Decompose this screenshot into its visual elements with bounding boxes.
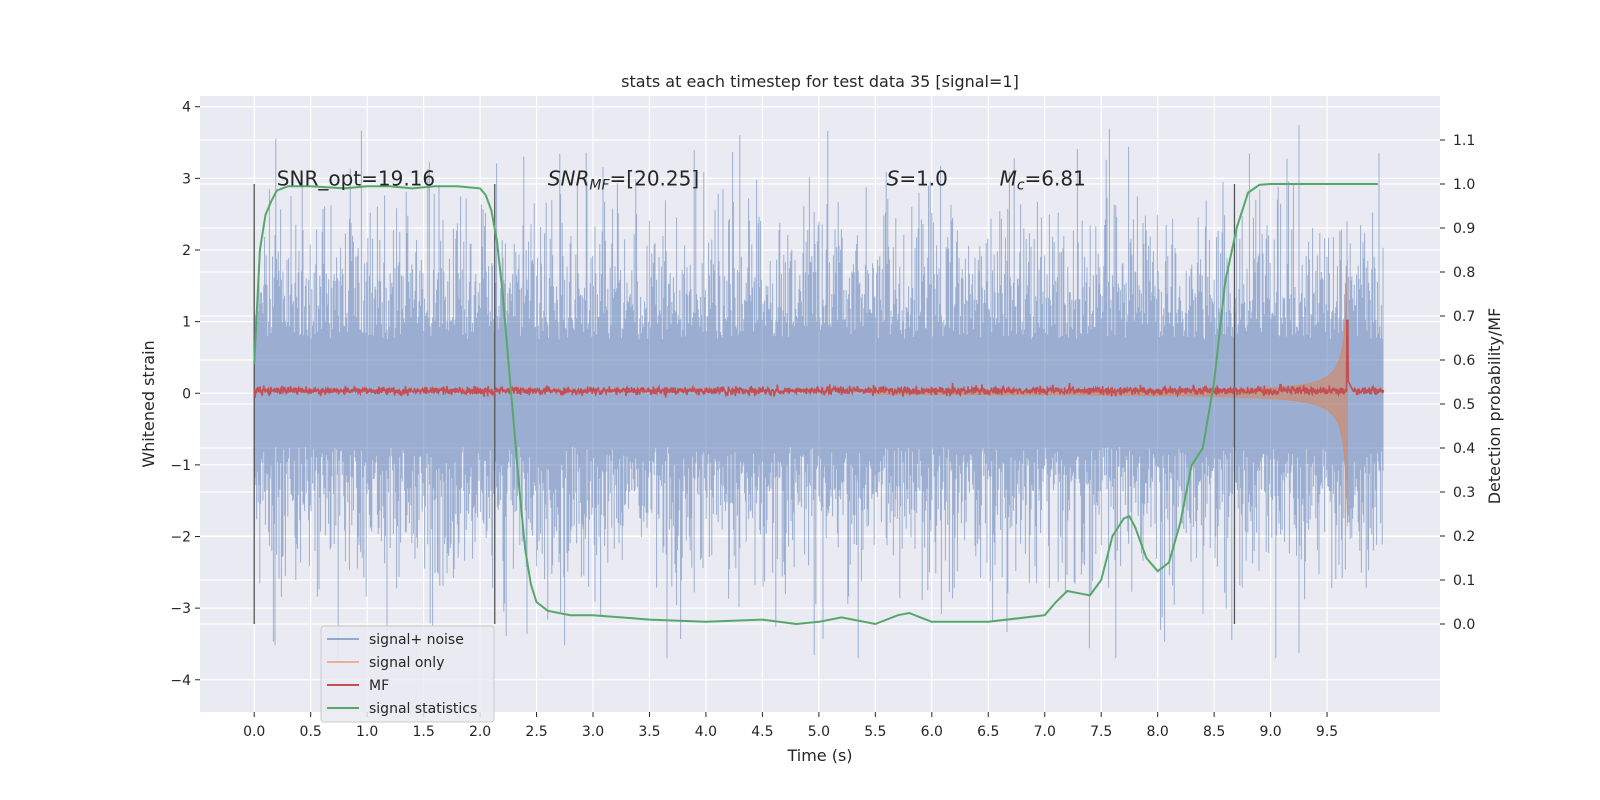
annotation-0: SNR_opt=19.16 — [277, 166, 435, 190]
ticks: 0.0 0.5 1.0 1.5 2.0 2.5 3.0 3.5 4.0 4.5 5.0 5.5 6.0 6… — [170, 100, 1475, 740]
y-left-tick-label-3: −1 — [170, 458, 191, 474]
x-axis-label: Time (s) — [786, 746, 852, 765]
legend: signal+ noise signal only MF signal stat… — [320, 625, 495, 723]
x-tick-label-19: 9.5 — [1316, 724, 1338, 740]
y-right-tick-label-5: 0.5 — [1453, 397, 1475, 413]
y-right-tick-label-7: 0.7 — [1453, 309, 1475, 325]
x-tick-label-5: 2.5 — [525, 724, 547, 740]
y-right-tick-label-3: 0.3 — [1453, 485, 1475, 501]
x-tick-label-9: 4.5 — [751, 724, 773, 740]
x-tick-label-2: 1.0 — [356, 724, 378, 740]
legend-label-mf: MF — [369, 678, 389, 694]
x-tick-label-7: 3.5 — [638, 724, 660, 740]
legend-label-signal-noise: signal+ noise — [369, 632, 464, 648]
x-tick-label-12: 6.0 — [921, 724, 943, 740]
annotation-1: SNRMF=[20.25] — [548, 166, 699, 193]
x-tick-label-0: 0.0 — [243, 724, 265, 740]
y-right-tick-label-11: 1.1 — [1453, 133, 1475, 149]
y-right-tick-label-4: 0.4 — [1453, 441, 1475, 457]
legend-label-signal-statistics: signal statistics — [369, 701, 477, 717]
x-tick-label-3: 1.5 — [412, 724, 434, 740]
x-tick-label-13: 6.5 — [977, 724, 999, 740]
x-tick-label-4: 2.0 — [469, 724, 491, 740]
signal-statistics-trace — [253, 183, 1378, 626]
x-tick-label-18: 9.0 — [1259, 724, 1281, 740]
x-tick-label-15: 7.5 — [1090, 724, 1112, 740]
y-left-tick-label-2: −2 — [170, 530, 191, 546]
series-signal-statistics — [253, 183, 1378, 626]
y-left-tick-label-7: 3 — [182, 171, 191, 187]
chart-title: stats at each timestep for test data 35 … — [621, 72, 1019, 91]
annotation-3: Mc=6.81 — [1000, 166, 1086, 193]
y-right-tick-label-1: 0.1 — [1453, 573, 1475, 589]
x-tick-label-1: 0.5 — [300, 724, 322, 740]
y-right-tick-label-2: 0.2 — [1453, 529, 1475, 545]
x-tick-label-10: 5.0 — [808, 724, 830, 740]
x-tick-label-6: 3.0 — [582, 724, 604, 740]
vertical-markers — [253, 184, 1236, 624]
y-left-tick-label-5: 1 — [182, 315, 191, 331]
x-tick-label-8: 4.0 — [695, 724, 717, 740]
x-tick-label-11: 5.5 — [864, 724, 886, 740]
y-right-tick-label-9: 0.9 — [1453, 221, 1475, 237]
y-axis-label-left: Whitened strain — [139, 340, 158, 467]
annotation-2: S=1.0 — [887, 166, 948, 190]
series-mf — [253, 319, 1385, 398]
y-left-tick-label-1: −3 — [170, 601, 191, 617]
legend-label-signal-only: signal only — [369, 655, 444, 671]
mf-trace — [253, 319, 1385, 398]
y-axis-label-right: Detection probability/MF — [1485, 308, 1504, 505]
y-left-tick-label-0: −4 — [170, 673, 191, 689]
legend-box — [320, 625, 495, 723]
y-right-tick-label-0: 0.0 — [1453, 617, 1475, 633]
y-left-tick-label-8: 4 — [182, 100, 191, 116]
y-left-tick-label-4: 0 — [182, 386, 191, 402]
y-right-tick-label-6: 0.6 — [1453, 353, 1475, 369]
annotations: SNR_opt=19.16 SNRMF=[20.25] S=1.0 Mc=6.81 — [277, 166, 1086, 193]
y-right-tick-label-8: 0.8 — [1453, 265, 1475, 281]
x-tick-label-14: 7.0 — [1034, 724, 1056, 740]
y-left-tick-label-6: 2 — [182, 243, 191, 259]
x-tick-label-17: 8.5 — [1203, 724, 1225, 740]
y-right-tick-label-10: 1.0 — [1453, 177, 1475, 193]
x-tick-label-16: 8.0 — [1147, 724, 1169, 740]
